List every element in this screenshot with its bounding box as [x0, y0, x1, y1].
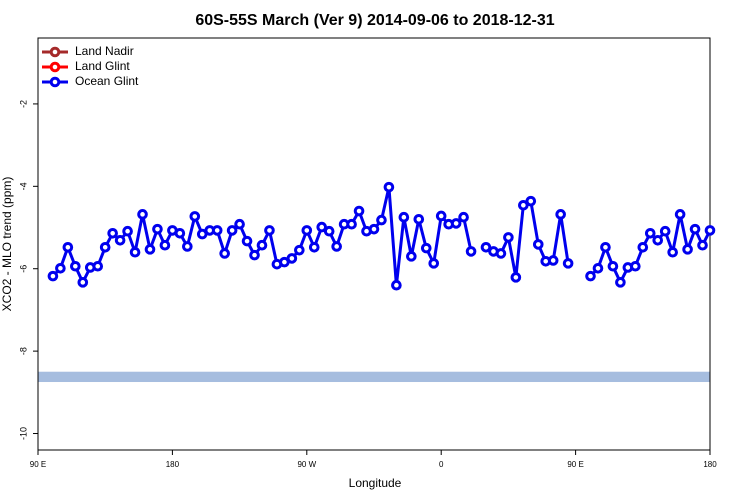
point	[62, 241, 74, 253]
point	[615, 277, 626, 288]
point	[301, 225, 313, 236]
point	[562, 258, 574, 269]
point	[107, 227, 118, 239]
point	[55, 263, 66, 274]
point	[652, 234, 664, 246]
point	[99, 241, 111, 253]
point	[316, 221, 328, 233]
legend-label: Land Nadir	[75, 44, 134, 58]
point	[585, 270, 596, 282]
point	[689, 223, 701, 235]
legend-label: Ocean Glint	[75, 74, 139, 88]
point	[435, 210, 447, 222]
point	[600, 241, 611, 253]
point	[353, 205, 365, 217]
point	[607, 260, 619, 272]
point	[346, 218, 357, 230]
y-tick-label: -6	[18, 265, 28, 273]
point	[630, 260, 641, 272]
point	[129, 246, 141, 258]
point	[503, 232, 514, 243]
point	[47, 270, 59, 282]
point	[219, 248, 230, 259]
point	[420, 242, 432, 254]
point	[428, 258, 440, 269]
point	[704, 225, 716, 236]
chart-title: 60S-55S March (Ver 9) 2014-09-06 to 2018…	[195, 12, 554, 29]
point	[383, 181, 395, 193]
point	[667, 246, 678, 258]
legend-marker	[49, 46, 61, 58]
point	[480, 241, 492, 253]
point	[398, 211, 410, 223]
point	[249, 249, 260, 261]
y-axis-label: XCO2 - MLO trend (ppm)	[0, 177, 14, 312]
point	[674, 209, 686, 220]
point	[92, 260, 104, 272]
point	[152, 223, 163, 235]
point	[182, 241, 193, 252]
point	[659, 225, 671, 237]
y-tick-label: -4	[18, 182, 28, 190]
y-tick-label: -2	[18, 100, 28, 108]
point	[547, 255, 559, 266]
plot-frame	[37, 37, 711, 451]
x-tick-label: 90 W	[297, 460, 316, 469]
point	[697, 239, 708, 251]
point	[211, 225, 223, 236]
point	[376, 214, 387, 226]
point	[144, 244, 156, 255]
point	[592, 263, 604, 274]
point	[518, 199, 529, 211]
legend-marker	[49, 61, 61, 73]
legend-label: Land Glint	[75, 59, 130, 73]
point	[413, 213, 425, 225]
point	[682, 244, 693, 255]
x-tick-label: 90 E	[567, 460, 583, 469]
legend-marker	[49, 76, 61, 88]
x-tick-label: 180	[703, 460, 717, 469]
point	[234, 218, 245, 230]
x-tick-label: 180	[166, 460, 180, 469]
x-tick-label: 90 E	[30, 460, 46, 469]
point	[555, 209, 566, 220]
point	[70, 260, 81, 272]
point	[532, 239, 544, 250]
point	[114, 234, 126, 246]
point	[159, 239, 171, 251]
point	[308, 241, 320, 253]
y-tick-label: -8	[18, 347, 28, 355]
point	[226, 225, 238, 236]
point	[368, 223, 380, 235]
point	[264, 225, 275, 236]
point	[525, 195, 537, 207]
point	[286, 253, 298, 264]
point	[331, 241, 342, 252]
point	[256, 239, 268, 251]
point	[323, 225, 335, 237]
point	[495, 248, 507, 259]
point	[137, 209, 148, 220]
point	[458, 211, 469, 223]
point	[510, 272, 522, 283]
point	[406, 251, 417, 262]
point	[241, 235, 253, 247]
band	[38, 371, 710, 383]
y-tick-label: -10	[18, 427, 28, 440]
point	[637, 241, 649, 253]
point	[391, 279, 402, 291]
point	[122, 225, 133, 237]
point	[294, 244, 305, 256]
x-axis-label: Longitude	[349, 476, 402, 490]
x-tick-label: 0	[439, 460, 444, 469]
point	[465, 246, 477, 257]
point	[189, 211, 201, 222]
point	[174, 227, 186, 239]
point	[77, 277, 89, 288]
point	[644, 227, 656, 239]
point	[450, 218, 462, 229]
